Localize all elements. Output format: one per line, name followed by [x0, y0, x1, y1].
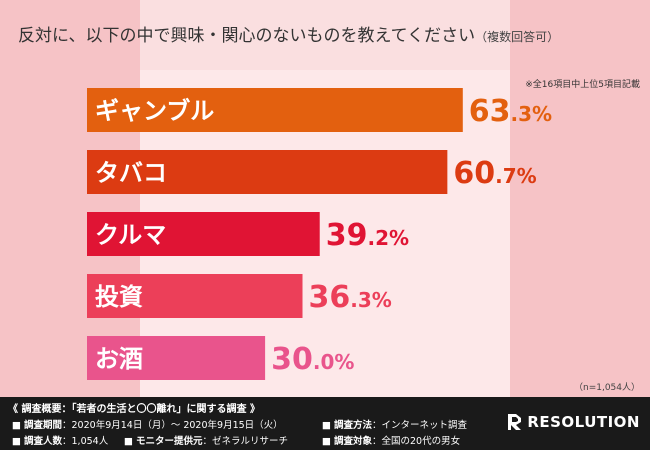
survey-method-label: 調査方法 [334, 420, 373, 431]
value-label-decimal: .3% [350, 288, 392, 312]
survey-provider-value: ：ゼネラルリサーチ [202, 436, 289, 447]
category-label: お酒 [95, 345, 143, 373]
value-label-integer: 60 [453, 156, 495, 191]
header-accent-right [510, 0, 650, 70]
header: 反対に、以下の中で興味・関心のないものを教えてください（複数回答可） [0, 0, 650, 70]
header-accent-left [0, 0, 140, 70]
bar-4 [87, 336, 266, 380]
category-label: ギャンブル [95, 97, 214, 125]
value-label-decimal: .3% [511, 102, 553, 126]
survey-method: ■ 調査方法：インターネット調査 [322, 420, 468, 431]
category-label: クルマ [95, 221, 166, 249]
value-label-integer: 30 [271, 342, 313, 377]
resolution-logo: RESOLUTION [505, 413, 640, 431]
bar-0 [87, 88, 463, 132]
title-text: 反対に、以下の中で興味・関心のないものを教えてください [18, 26, 476, 46]
value-label: 63.3% [469, 94, 552, 129]
category-label: タバコ [95, 159, 167, 187]
survey-count-value: ：1,054人 [62, 436, 109, 447]
sample-size: （n=1,054人） [573, 383, 640, 393]
value-label-integer: 39 [326, 218, 368, 253]
value-label-decimal: .0% [313, 350, 355, 374]
survey-method-value: ：インターネット調査 [372, 420, 468, 431]
survey-target-value: ：全国の20代の男女 [372, 436, 461, 447]
survey-title: 《 調査概要：「若者の生活と〇〇離れ」に関する調査 》 [8, 404, 260, 415]
survey-target: ■ 調査対象：全国の20代の男女 [322, 436, 461, 447]
footer: 《 調査概要：「若者の生活と〇〇離れ」に関する調査 》 ■ 調査期間：2020年… [0, 397, 650, 450]
bar-2 [87, 212, 320, 256]
value-label: 39.2% [326, 218, 409, 253]
bar-3 [87, 274, 303, 318]
category-label: 投資 [95, 283, 143, 311]
value-label: 60.7% [453, 156, 536, 191]
survey-count-label: 調査人数 [24, 436, 63, 447]
value-label-integer: 36 [309, 280, 351, 315]
survey-provider-label: モニター提供元 [136, 436, 203, 447]
survey-period-value: ：2020年9月14日（月）～ 2020年9月15日（火） [62, 420, 283, 431]
survey-period-label: 調査期間 [24, 420, 63, 431]
resolution-logo-text: RESOLUTION [527, 413, 640, 431]
chart-title: 反対に、以下の中で興味・関心のないものを教えてください（複数回答可） [18, 21, 559, 46]
value-label-integer: 63 [469, 94, 511, 129]
value-label-decimal: .7% [495, 164, 537, 188]
value-label-decimal: .2% [367, 226, 409, 250]
survey-period: ■ 調査期間：2020年9月14日（月）～ 2020年9月15日（火） [12, 420, 283, 431]
survey-target-label: 調査対象 [334, 436, 373, 447]
items-note: ※全16項目中上位5項目記載 [525, 80, 640, 90]
survey-count: ■ 調査人数：1,054人 [12, 436, 109, 447]
title-note: （複数回答可） [475, 30, 560, 44]
value-label: 36.3% [309, 280, 392, 315]
resolution-logo-icon [508, 414, 522, 430]
bar-chart: ギャンブル 63.3%タバコ 60.7%クルマ 39.2%投資 36.3%お酒 30.0% [87, 88, 552, 380]
bar-1 [87, 150, 448, 194]
value-label: 30.0% [271, 342, 354, 377]
survey-provider: ■ モニター提供元：ゼネラルリサーチ [124, 436, 289, 447]
